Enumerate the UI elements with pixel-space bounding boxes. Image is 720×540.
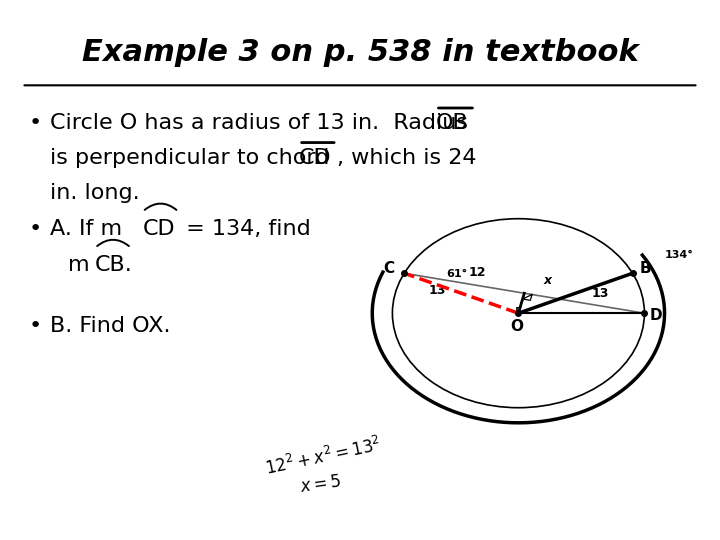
Text: in. long.: in. long.	[50, 183, 140, 202]
Text: 5: 5	[514, 307, 522, 316]
Text: CD: CD	[299, 148, 331, 168]
Text: CD: CD	[143, 219, 175, 239]
Text: CB.: CB.	[95, 255, 132, 275]
Text: 12: 12	[469, 266, 486, 279]
Text: •: •	[29, 316, 42, 336]
Text: m: m	[68, 255, 90, 275]
Text: OB: OB	[436, 113, 468, 133]
Text: 13: 13	[428, 284, 446, 297]
Text: = 134, find: = 134, find	[179, 219, 310, 239]
Text: 61°: 61°	[446, 269, 467, 279]
Text: 134°: 134°	[665, 250, 693, 260]
Text: B: B	[640, 261, 652, 276]
Text: Circle O has a radius of 13 in.  Radius: Circle O has a radius of 13 in. Radius	[50, 113, 475, 133]
Text: $12^2+x^2=13^2$: $12^2+x^2=13^2$	[263, 435, 382, 479]
Text: •: •	[29, 113, 42, 133]
Text: is perpendicular to chord: is perpendicular to chord	[50, 148, 337, 168]
Text: O: O	[510, 319, 523, 334]
Text: C: C	[383, 261, 394, 276]
Text: $x=5$: $x=5$	[299, 472, 343, 496]
Text: 13: 13	[591, 287, 608, 300]
Text: , which is 24: , which is 24	[337, 148, 477, 168]
Text: Example 3 on p. 538 in textbook: Example 3 on p. 538 in textbook	[81, 38, 639, 67]
Text: •: •	[29, 219, 42, 239]
Text: D: D	[649, 308, 662, 323]
Text: B. Find OX.: B. Find OX.	[50, 316, 171, 336]
Text: A. If m: A. If m	[50, 219, 122, 239]
Text: x: x	[543, 274, 551, 287]
